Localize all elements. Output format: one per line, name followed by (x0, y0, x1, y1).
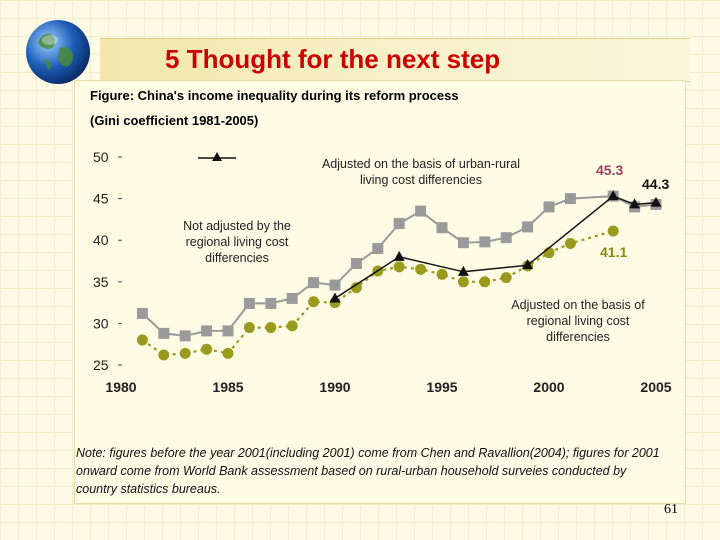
data-point-not_adjusted (329, 279, 341, 291)
data-point-urban_rural (329, 292, 341, 303)
x-tick-label: 1995 (426, 379, 457, 395)
x-tick-label: 1980 (105, 379, 136, 395)
data-point-urban_rural (393, 250, 405, 261)
data-point-urban_rural (650, 196, 662, 207)
data-point-regional (564, 238, 576, 250)
data-point-not_adjusted (265, 297, 277, 309)
data-point-regional (350, 282, 362, 294)
data-point-not_adjusted (393, 218, 405, 230)
data-point-not_adjusted (372, 243, 384, 255)
data-point-regional (222, 347, 234, 359)
y-tick-label: 30 (93, 315, 109, 331)
annotation-urban-rural: Adjusted on the basis of urban-rural liv… (316, 156, 526, 188)
data-point-regional (158, 349, 170, 361)
y-tick-label: 40 (93, 232, 109, 248)
annotation-not-adjusted: Not adjusted by the regional living cost… (170, 218, 304, 266)
data-point-regional (308, 296, 320, 308)
data-label-411: 41.1 (600, 244, 628, 260)
x-tick-label: 1990 (319, 379, 350, 395)
data-label-443: 44.3 (642, 176, 670, 192)
x-tick-label: 2000 (533, 379, 564, 395)
data-point-regional (136, 334, 148, 346)
data-point-not_adjusted (136, 307, 148, 319)
legend-triangle-marker (212, 152, 222, 161)
data-point-regional (393, 261, 405, 273)
data-point-not_adjusted (308, 277, 320, 289)
data-point-not_adjusted (415, 205, 427, 217)
data-point-regional (179, 347, 191, 359)
x-tick-label: 2005 (640, 379, 671, 395)
data-point-not_adjusted (350, 257, 362, 269)
globe-icon (26, 20, 90, 84)
data-point-not_adjusted (457, 237, 469, 249)
data-point-regional (479, 276, 491, 288)
data-point-urban_rural (522, 259, 534, 270)
figure-subcaption: (Gini coefficient 1981-2005) (90, 113, 259, 128)
data-point-not_adjusted (564, 193, 576, 205)
data-point-not_adjusted (543, 201, 555, 213)
figure-panel (74, 80, 686, 504)
data-point-not_adjusted (436, 222, 448, 234)
data-point-not_adjusted (286, 292, 298, 304)
data-label-453: 45.3 (596, 162, 624, 178)
y-tick-label: 50 (93, 149, 109, 165)
slide-title: 5 Thought for the next step (165, 44, 501, 74)
data-point-urban_rural (607, 190, 619, 201)
data-point-not_adjusted (479, 236, 491, 248)
data-point-not_adjusted (500, 232, 512, 244)
data-point-not_adjusted (222, 325, 234, 337)
figure-caption: Figure: China's income inequality during… (90, 88, 459, 103)
y-tick-label: 45 (93, 191, 109, 207)
data-point-not_adjusted (158, 327, 170, 339)
data-point-regional (415, 263, 427, 275)
data-point-not_adjusted (243, 297, 255, 309)
data-point-not_adjusted (522, 221, 534, 233)
data-point-regional (457, 276, 469, 288)
series-line-regional (141, 229, 614, 357)
data-point-regional (243, 322, 255, 334)
data-point-not_adjusted (179, 330, 191, 342)
data-point-regional (607, 225, 619, 237)
page-number: 61 (664, 502, 678, 517)
data-point-not_adjusted (201, 325, 213, 337)
data-point-regional (201, 343, 213, 355)
data-point-urban_rural (457, 265, 469, 276)
data-point-regional (436, 268, 448, 280)
data-point-regional (286, 320, 298, 332)
title-bar (100, 38, 690, 82)
data-point-urban_rural (629, 198, 641, 209)
y-tick-label: 35 (93, 274, 109, 290)
y-tick-label: 25 (93, 357, 109, 373)
x-tick-label: 1985 (212, 379, 243, 395)
data-point-regional (500, 272, 512, 284)
annotation-regional: Adjusted on the basis of regional living… (500, 297, 656, 345)
footnote: Note: figures before the year 2001(inclu… (76, 446, 660, 496)
data-point-regional (265, 322, 277, 334)
